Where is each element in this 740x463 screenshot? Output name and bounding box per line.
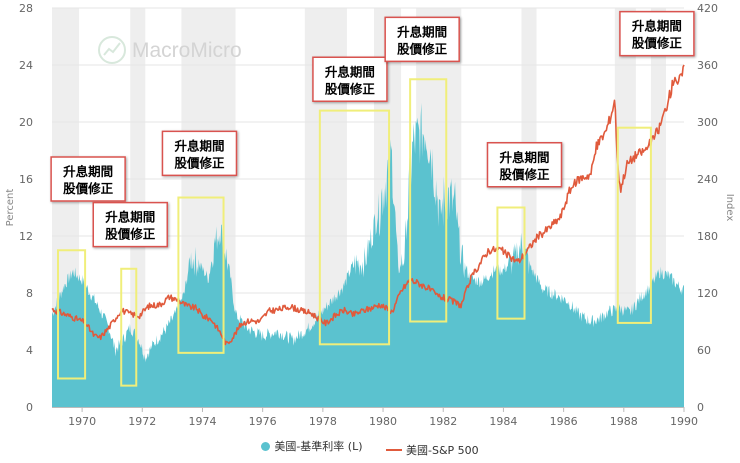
y-left-title: Percent (5, 189, 16, 227)
annotation-label-box-6 (619, 10, 695, 57)
x-tick-label-4: 1978 (309, 415, 337, 428)
annotation-text-line1-6: 升息期間 (632, 19, 682, 34)
y-left-tick-3: 12 (19, 230, 33, 243)
annotation-text-line2-6: 股價修正 (632, 36, 683, 51)
y-right-tick-7: 420 (697, 2, 718, 15)
x-tick-label-3: 1976 (249, 415, 277, 428)
sp500-line-series (51, 64, 685, 346)
annotation-text-line2-4: 股價修正 (397, 41, 448, 56)
annotation-box-5 (496, 206, 526, 320)
annotation-box-4 (409, 78, 448, 323)
annotation-box-1 (120, 267, 138, 387)
y-left-tick-1: 4 (26, 344, 33, 357)
legend-swatch-rate (261, 441, 271, 451)
y-left-tick-5: 20 (19, 116, 33, 129)
annotation-text-line1-5: 升息期間 (499, 150, 549, 165)
annotation-box-2 (177, 196, 225, 354)
x-tick-label-1: 1972 (128, 415, 156, 428)
y-right-tick-3: 180 (697, 230, 718, 243)
annotation-text-line2-0: 股價修正 (63, 181, 114, 196)
x-tick-label-0: 1970 (68, 415, 96, 428)
x-tick-label-10: 1990 (670, 415, 698, 428)
y-right-tick-0: 0 (697, 401, 704, 414)
y-left-tick-2: 8 (26, 287, 33, 300)
annotation-text-line1-0: 升息期間 (63, 164, 113, 179)
x-tick-label-6: 1982 (429, 415, 457, 428)
y-right-tick-5: 300 (697, 116, 718, 129)
y-left-tick-0: 0 (26, 401, 33, 414)
watermark-text: MacroMicro (132, 39, 242, 62)
y-left-tick-7: 28 (19, 2, 33, 15)
legend-item-rate[interactable]: 美國-基準利率 (L) (261, 438, 363, 454)
legend-label-sp500: 美國-S&P 500 (406, 443, 479, 457)
y-right-tick-1: 60 (697, 344, 711, 357)
annotation-box-3 (318, 109, 391, 346)
annotation-box-0 (57, 249, 87, 380)
y-right-title: Index (724, 194, 735, 222)
annotation-text-line1-4: 升息期間 (397, 24, 447, 39)
annotation-text-line1-1: 升息期間 (105, 210, 155, 225)
annotation-label-box-5 (486, 142, 563, 188)
annotation-text-line2-1: 股價修正 (105, 227, 156, 242)
sp500-line (51, 64, 685, 346)
rate-area (52, 102, 684, 407)
y-right-tick-4: 240 (697, 173, 718, 186)
legend: 美國-基準利率 (L) 美國-S&P 500 (0, 438, 740, 458)
macromicro-logo-icon (98, 36, 126, 64)
rate-area-series (52, 102, 684, 407)
annotations: 升息期間股價修正升息期間股價修正升息期間股價修正升息期間股價修正升息期間股價修正… (50, 10, 695, 387)
y-left-tick-4: 16 (19, 173, 33, 186)
x-tick-label-5: 1980 (369, 415, 397, 428)
axes: 1970 1972 1974 1976 1978 1980 1982 1984 1986 1988… (5, 2, 735, 428)
annotation-label-box-3 (312, 56, 388, 102)
annotation-text-line1-3: 升息期間 (325, 64, 375, 79)
y-right-tick-2: 120 (697, 287, 718, 300)
annotation-label-box-4 (384, 16, 460, 63)
annotation-text-line2-3: 股價修正 (325, 81, 376, 96)
annotation-text-line2-2: 股價修正 (174, 155, 225, 170)
legend-swatch-sp500 (386, 448, 403, 451)
watermark: MacroMicro (98, 36, 242, 64)
legend-label-rate: 美國-基準利率 (L) (274, 440, 363, 453)
annotation-text-line1-2: 升息期間 (174, 138, 224, 153)
annotation-text-line2-5: 股價修正 (499, 167, 550, 182)
y-left-tick-6: 24 (19, 59, 33, 72)
legend-item-sp500[interactable]: 美國-S&P 500 (386, 442, 479, 458)
x-tick-label-8: 1986 (550, 415, 578, 428)
x-tick-label-2: 1974 (188, 415, 216, 428)
x-tick-label-7: 1984 (489, 415, 517, 428)
y-right-tick-6: 360 (697, 59, 718, 72)
annotation-label-box-1 (92, 201, 168, 248)
annotation-label-box-0 (50, 156, 126, 202)
x-tick-label-9: 1988 (610, 415, 638, 428)
annotation-label-box-2 (161, 130, 238, 177)
annotation-box-6 (616, 126, 652, 324)
